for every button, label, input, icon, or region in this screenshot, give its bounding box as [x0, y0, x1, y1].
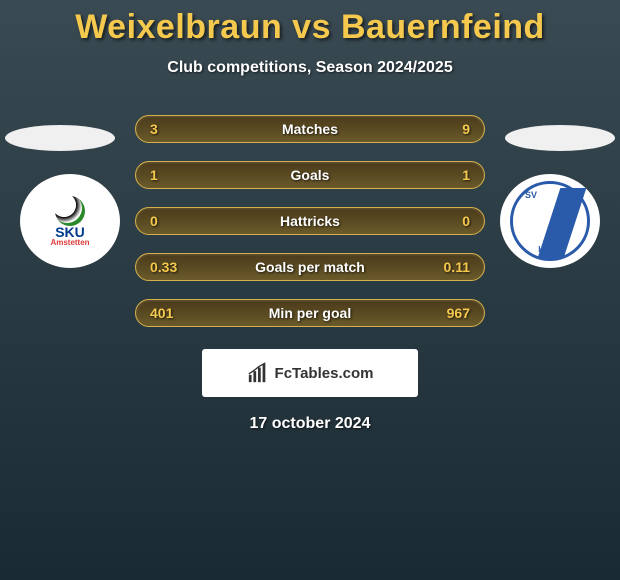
stats-container: 3 Matches 9 1 Goals 1 0 Hattricks 0 0.33…	[135, 115, 485, 327]
stat-right-value: 0	[434, 213, 470, 229]
stat-label: Min per goal	[186, 305, 434, 321]
stat-label: Matches	[186, 121, 434, 137]
player-ellipse-left	[5, 125, 115, 151]
club-left-line2: Amstetten	[50, 238, 89, 247]
horn-logo-icon: SV HORN	[510, 181, 590, 261]
club-badge-left: SKU Amstetten	[20, 174, 120, 268]
player-ellipse-right	[505, 125, 615, 151]
club-right-sv: SV	[525, 190, 537, 200]
page-title: Weixelbraun vs Bauernfeind	[0, 0, 620, 47]
stat-left-value: 0	[150, 213, 186, 229]
stat-left-value: 3	[150, 121, 186, 137]
stat-row-mpg: 401 Min per goal 967	[135, 299, 485, 327]
stat-row-matches: 3 Matches 9	[135, 115, 485, 143]
club-right-ring: HORN	[538, 245, 562, 254]
footer-brand-badge[interactable]: FcTables.com	[202, 349, 418, 397]
stat-row-hattricks: 0 Hattricks 0	[135, 207, 485, 235]
stat-right-value: 0.11	[434, 259, 470, 275]
subtitle: Club competitions, Season 2024/2025	[0, 59, 620, 77]
date-label: 17 october 2024	[0, 415, 620, 433]
stat-right-value: 9	[434, 121, 470, 137]
chart-icon	[247, 362, 269, 384]
stat-right-value: 1	[434, 167, 470, 183]
stat-right-value: 967	[434, 305, 470, 321]
stat-label: Hattricks	[186, 213, 434, 229]
stat-left-value: 401	[150, 305, 186, 321]
club-badge-right: SV HORN	[500, 174, 600, 268]
stat-row-goals: 1 Goals 1	[135, 161, 485, 189]
stat-label: Goals	[186, 167, 434, 183]
stat-label: Goals per match	[186, 259, 434, 275]
footer-brand-text: FcTables.com	[275, 365, 374, 382]
stat-left-value: 1	[150, 167, 186, 183]
stat-row-gpm: 0.33 Goals per match 0.11	[135, 253, 485, 281]
sku-logo-icon: SKU Amstetten	[20, 174, 120, 268]
stat-left-value: 0.33	[150, 259, 186, 275]
